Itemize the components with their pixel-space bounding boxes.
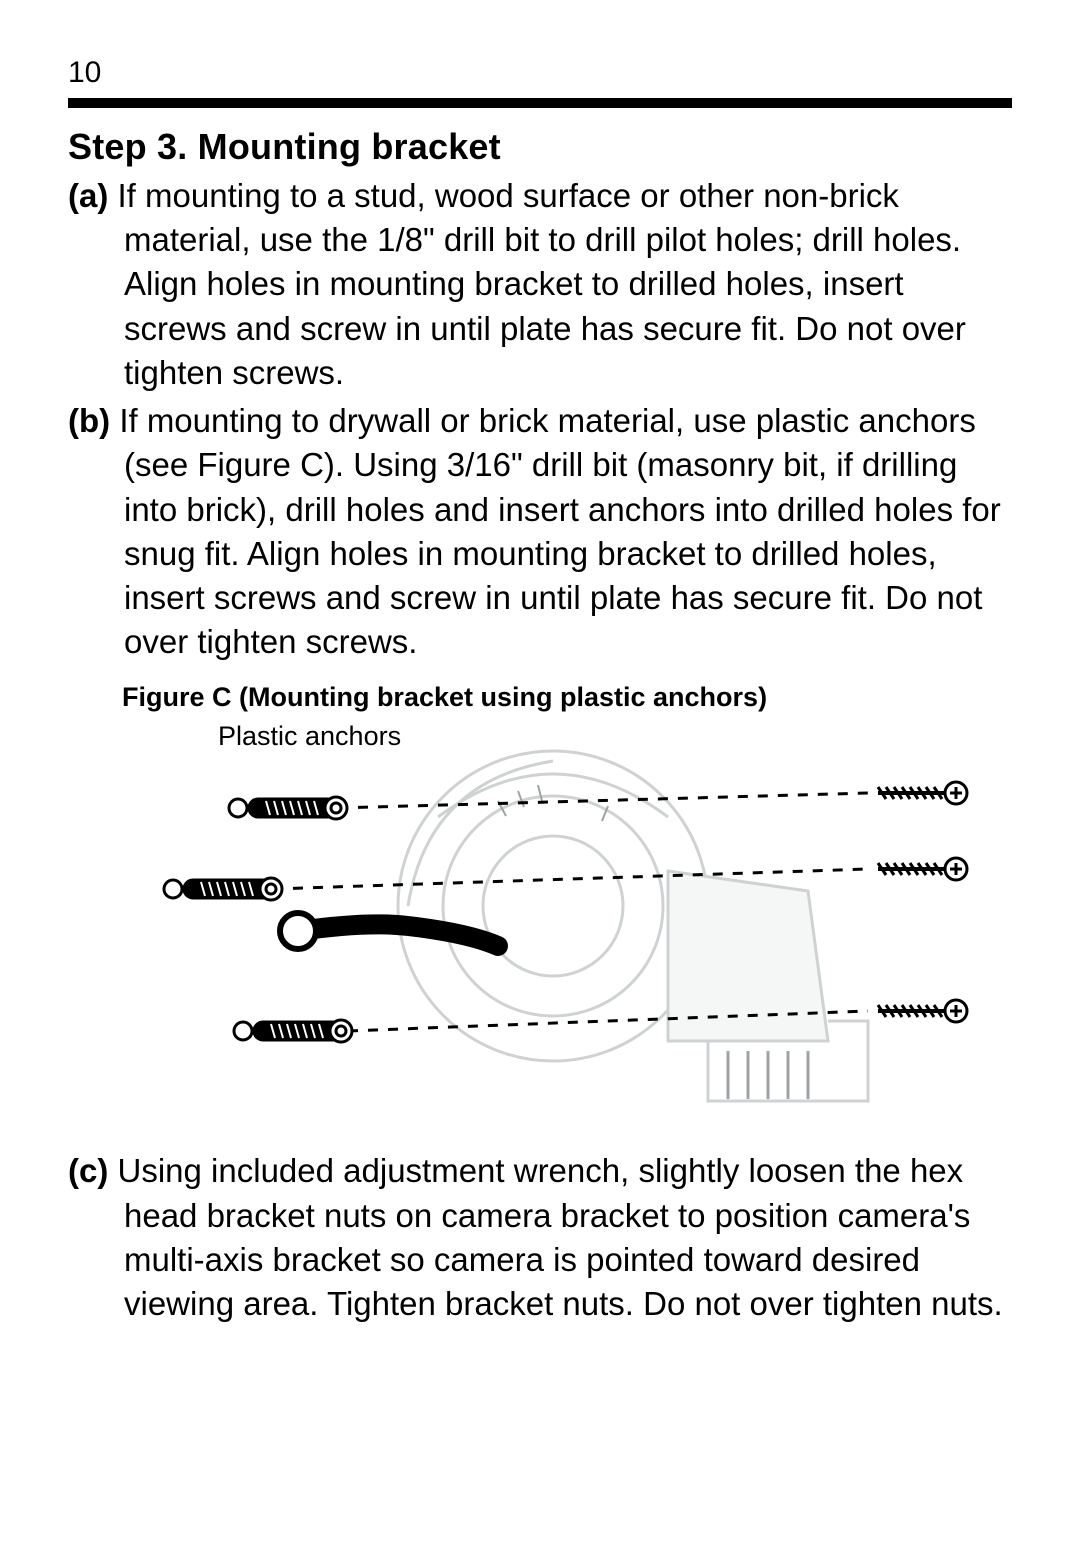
step-item-c: (c) Using included adjustment wrench, sl… [68,1149,1012,1326]
figure-c-svg [108,721,978,1131]
manual-page: 10 Step 3. Mounting bracket (a) If mount… [0,0,1080,1542]
step-item-label: (a) [68,177,108,214]
figure-anchor-label: Plastic anchors [218,721,401,752]
figure-c: Plastic anchors [108,721,978,1131]
step-item-text: If mounting to drywall or brick material… [119,402,1000,660]
figure-caption: Figure C (Mounting bracket using plastic… [122,682,1012,713]
step-item-b: (b) If mounting to drywall or brick mate… [68,399,1012,664]
step-item-label: (c) [68,1152,108,1189]
step-title: Step 3. Mounting bracket [68,126,1012,168]
step-item-label: (b) [68,402,110,439]
header-rule [68,98,1012,108]
step-item-a: (a) If mounting to a stud, wood surface … [68,174,1012,395]
step-item-text: Using included adjustment wrench, slight… [118,1152,1003,1322]
step-list-ab: (a) If mounting to a stud, wood surface … [68,174,1012,664]
step-list-c: (c) Using included adjustment wrench, sl… [68,1149,1012,1326]
page-number: 10 [68,56,1012,90]
step-item-text: If mounting to a stud, wood surface or o… [118,177,966,391]
